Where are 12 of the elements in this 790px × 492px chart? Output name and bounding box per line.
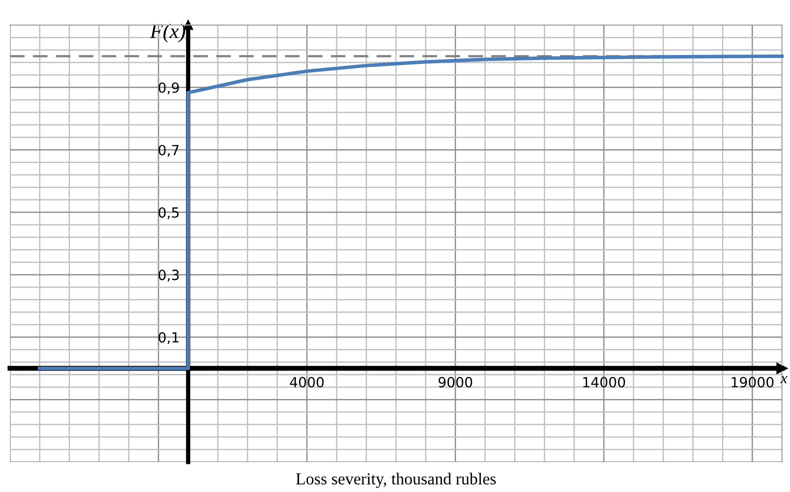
x-tick-label: 19000 — [732, 376, 774, 388]
annotation: x — [780, 376, 788, 384]
x-axis-title: Loss severity, thousand rubles — [296, 472, 496, 488]
x-tick-label: 9000 — [438, 376, 472, 388]
line-series — [38, 54, 784, 370]
y-tick-label: 0,3 — [158, 270, 179, 282]
x-tick-label: 4000 — [290, 376, 324, 388]
y-tick-label: 0,9 — [158, 82, 179, 94]
y-tick-label: 0,1 — [158, 332, 179, 344]
y-tick-label: 0,7 — [158, 144, 179, 157]
y-tick-label: 0,5 — [158, 207, 179, 220]
x-tick-label: 14000 — [583, 376, 626, 388]
